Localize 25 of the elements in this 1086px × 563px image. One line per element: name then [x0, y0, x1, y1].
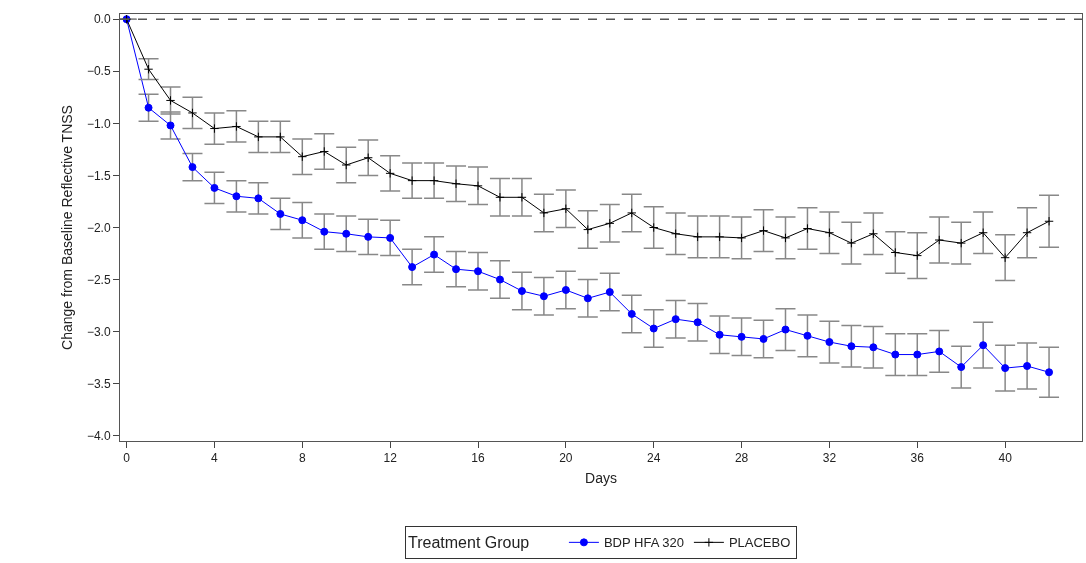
- y-tick-label: −2.5: [86, 272, 111, 287]
- x-tick-label: 24: [647, 451, 661, 466]
- legend-title: Treatment Group: [408, 534, 556, 552]
- x-tick-label: 40: [998, 451, 1013, 466]
- x-tick-label: 32: [822, 451, 837, 466]
- y-tick-label: 0.0: [93, 12, 111, 27]
- y-axis-title: Change from Baseline Reflective TNSS: [59, 105, 76, 350]
- y-tick-label: −1.0: [86, 116, 111, 131]
- x-tick-label: 12: [383, 451, 398, 466]
- y-tick-label: −4.0: [86, 428, 111, 443]
- x-tick-label: 4: [211, 451, 219, 466]
- y-tick-label: −0.5: [86, 64, 111, 79]
- y-tick-label: −2.0: [86, 220, 111, 235]
- legend-label: BDP HFA 320: [603, 535, 684, 551]
- x-tick-label: 28: [734, 451, 749, 466]
- x-axis-title: Days: [585, 469, 617, 486]
- y-tick-label: −3.0: [86, 324, 111, 339]
- legend-label: PLACEBO: [728, 535, 791, 551]
- x-tick-label: 20: [559, 451, 573, 466]
- x-tick-label: 0: [123, 451, 131, 466]
- x-tick-label: 8: [298, 451, 306, 466]
- x-tick-label: 16: [471, 451, 485, 466]
- y-tick-label: −1.5: [86, 168, 111, 183]
- y-tick-label: −3.5: [86, 376, 111, 391]
- x-tick-label: 36: [910, 451, 925, 466]
